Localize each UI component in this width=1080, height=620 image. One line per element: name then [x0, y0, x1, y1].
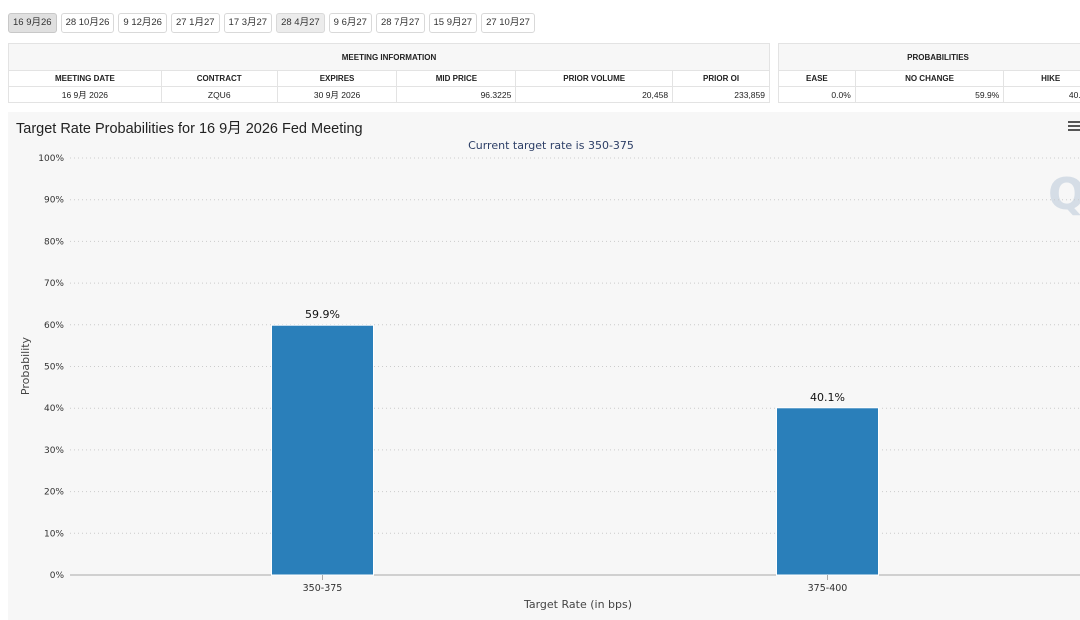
column-header: EASE [778, 70, 856, 87]
tab-meeting-5[interactable]: 17 3月27 [223, 13, 273, 33]
table-cell: ZQU6 [160, 86, 278, 103]
target-rate-bar-chart: Q Current target rate is 350-375 0% 10% 20%… [19, 139, 1080, 611]
y-axis-title: Probability [19, 336, 32, 395]
table-cell: 30 9月 2026 [276, 86, 398, 103]
chart-subtitle: Current target rate is 350-375 [468, 139, 634, 152]
column-header: PRIOR VOLUME [515, 70, 674, 87]
bar-data-label: 40.1% [810, 391, 845, 404]
tab-meeting-2[interactable]: 28 10月26 [60, 13, 115, 33]
meeting-date-tabs: 16 9月26 28 10月26 9 12月26 27 1月27 17 3月27… [8, 13, 535, 33]
tab-meeting-10[interactable]: 27 10月27 [481, 13, 535, 33]
meeting-information-header: MEETING INFORMATION [8, 43, 770, 71]
table-cell: 96.3225 [396, 86, 517, 103]
y-tick-label: 80% [44, 237, 64, 247]
column-header: CONTRACT [160, 70, 278, 87]
tab-meeting-4[interactable]: 27 1月27 [170, 13, 220, 33]
table-cell: 40.1% [1003, 86, 1080, 103]
bar [776, 407, 879, 576]
y-tick-label: 70% [44, 279, 64, 289]
x-tick-label: 375-400 [808, 583, 848, 594]
y-tick-label: 90% [44, 196, 64, 206]
tab-meeting-9[interactable]: 15 9月27 [428, 13, 478, 33]
column-header: NO CHANGE [854, 70, 1005, 87]
table-row: 16 9月 2026 ZQU6 30 9月 2026 96.3225 20,45… [8, 86, 770, 103]
column-header: HIKE [1003, 70, 1080, 87]
chart-panel: Target Rate Probabilities for 16 9月 2026… [8, 112, 1080, 620]
table-cell: 20,458 [515, 86, 674, 103]
meeting-information-table: MEETING INFORMATION MEETING DATE CONTRAC… [8, 43, 770, 103]
y-tick-label: 40% [44, 404, 64, 414]
bar-data-label: 59.9% [305, 308, 340, 321]
hamburger-menu-icon[interactable] [1068, 121, 1080, 131]
tab-meeting-7[interactable]: 9 6月27 [328, 13, 372, 33]
column-header: EXPIRES [276, 70, 398, 87]
tab-meeting-6[interactable]: 28 4月27 [276, 13, 325, 33]
probabilities-header: PROBABILITIES [778, 43, 1080, 71]
x-axis-title: Target Rate (in bps) [523, 598, 632, 611]
table-cell: 16 9月 2026 [8, 86, 162, 103]
x-tick-label: 350-375 [303, 583, 343, 594]
column-header: PRIOR OI [672, 70, 770, 87]
y-tick-label: 20% [44, 488, 64, 498]
y-tick-label: 30% [44, 446, 64, 456]
probabilities-table: PROBABILITIES EASE NO CHANGE HIKE 0.0% 5… [778, 43, 1080, 103]
table-cell: 59.9% [854, 86, 1005, 103]
table-cell: 0.0% [778, 86, 856, 103]
table-row: 0.0% 59.9% 40.1% [778, 86, 1080, 103]
tab-meeting-3[interactable]: 9 12月26 [118, 13, 167, 33]
tab-meeting-8[interactable]: 28 7月27 [375, 13, 425, 33]
y-tick-label: 100% [38, 154, 64, 164]
y-tick-label: 10% [44, 529, 64, 539]
table-cell: 233,859 [672, 86, 770, 103]
chart-title: Target Rate Probabilities for 16 9月 2026… [16, 121, 363, 137]
column-header: MID PRICE [396, 70, 517, 87]
column-header: MEETING DATE [8, 70, 162, 87]
y-tick-label: 50% [44, 363, 64, 373]
watermark-logo: Q [1048, 169, 1080, 220]
y-tick-label: 60% [44, 321, 64, 331]
bar [271, 324, 374, 576]
tab-meeting-1[interactable]: 16 9月26 [8, 13, 57, 33]
y-tick-label: 0% [50, 571, 65, 581]
